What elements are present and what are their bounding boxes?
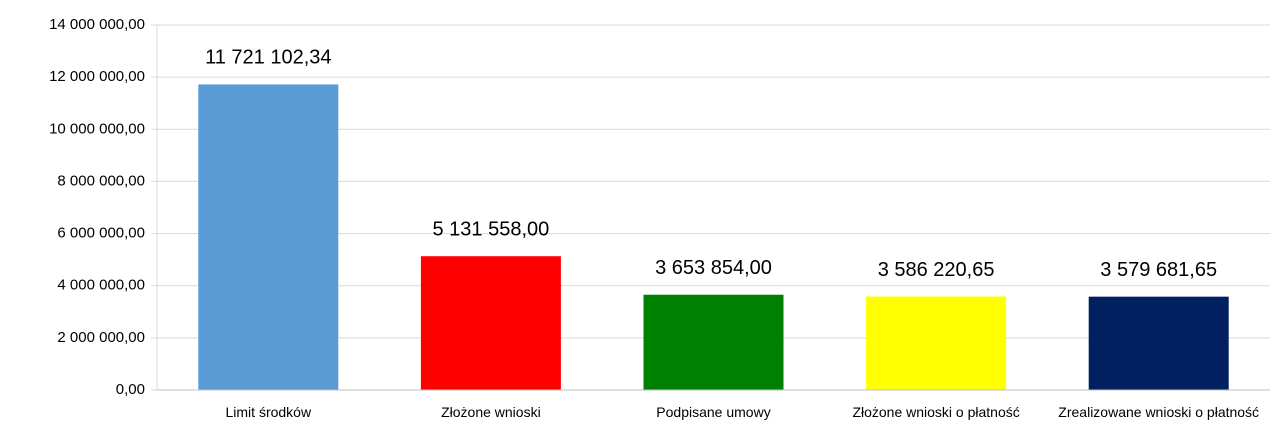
bar xyxy=(1088,296,1229,390)
x-tick-label: Złożone wnioski xyxy=(441,404,541,420)
x-tick-label: Złożone wnioski o płatność xyxy=(852,404,1020,420)
y-tick-label: 10 000 000,00 xyxy=(49,120,145,137)
data-label: 3 586 220,65 xyxy=(878,259,995,281)
y-tick-label: 2 000 000,00 xyxy=(57,329,145,346)
bar xyxy=(643,294,784,390)
bar xyxy=(198,84,339,390)
y-tick-label: 0,00 xyxy=(116,381,145,398)
x-tick-label: Zrealizowane wnioski o płatność xyxy=(1058,404,1260,420)
bar xyxy=(866,296,1007,390)
data-label: 11 721 102,34 xyxy=(205,47,331,69)
x-tick-label: Limit środków xyxy=(225,404,312,420)
x-tick-label: Podpisane umowy xyxy=(656,404,771,420)
data-label: 5 131 558,00 xyxy=(433,218,550,240)
y-tick-label: 12 000 000,00 xyxy=(49,68,145,85)
data-label: 3 653 854,00 xyxy=(655,257,772,279)
y-tick-label: 8 000 000,00 xyxy=(57,172,145,189)
y-tick-label: 6 000 000,00 xyxy=(57,225,145,242)
bar xyxy=(420,256,561,390)
y-tick-label: 14 000 000,00 xyxy=(49,16,145,33)
data-label: 3 579 681,65 xyxy=(1100,259,1217,281)
y-tick-label: 4 000 000,00 xyxy=(57,277,145,294)
